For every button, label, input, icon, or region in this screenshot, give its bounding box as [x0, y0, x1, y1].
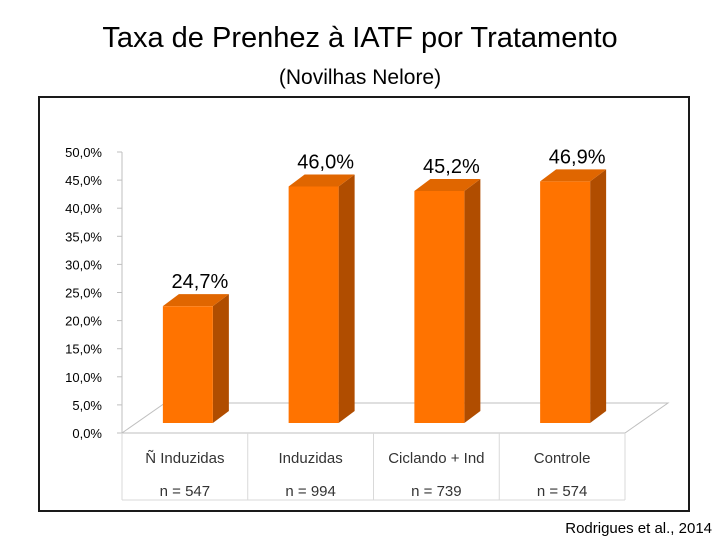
bar	[162, 306, 213, 423]
y-tick-label: 25,0%	[65, 286, 102, 301]
bar-top	[540, 169, 607, 182]
x-category-label: Controle	[534, 450, 591, 467]
chart-floor	[120, 402, 670, 434]
bar-side	[590, 169, 607, 423]
bar	[288, 186, 339, 423]
y-tick-label: 35,0%	[65, 229, 102, 244]
bar-side	[338, 174, 355, 423]
y-tick-label: 30,0%	[65, 257, 102, 272]
y-tick-label: 10,0%	[65, 370, 102, 385]
bar-top	[414, 178, 481, 191]
x-category-label: Ñ Induzidas	[145, 450, 224, 467]
x-sample-size-label: n = 739	[411, 483, 461, 500]
bar-top	[162, 294, 229, 307]
bar-side	[212, 294, 229, 423]
y-tick-label: 5,0%	[72, 398, 102, 413]
y-tick-label: 15,0%	[65, 342, 102, 357]
y-tick-label: 40,0%	[65, 201, 102, 216]
data-label: 46,9%	[549, 146, 606, 168]
x-category-label: Ciclando + Ind	[388, 450, 484, 467]
y-tick-label: 20,0%	[65, 314, 102, 329]
bar	[414, 190, 465, 423]
data-label: 46,0%	[297, 151, 354, 173]
source-citation: Rodrigues et al., 2014	[565, 520, 712, 537]
x-category-label: Induzidas	[279, 450, 343, 467]
y-tick-label: 45,0%	[65, 173, 102, 188]
data-label: 45,2%	[423, 156, 480, 178]
x-sample-size-label: n = 574	[537, 483, 587, 500]
chart-title: Taxa de Prenhez à IATF por Tratamento	[102, 22, 618, 54]
data-label: 24,7%	[172, 271, 229, 293]
bar	[540, 181, 591, 423]
y-tick-label: 50,0%	[65, 145, 102, 160]
x-sample-size-label: n = 547	[160, 483, 210, 500]
y-tick-label: 0,0%	[72, 426, 102, 441]
x-sample-size-label: n = 994	[285, 483, 335, 500]
bar-side	[464, 178, 481, 423]
chart-frame	[38, 96, 690, 512]
bar-top	[288, 174, 355, 187]
chart-subtitle: (Novilhas Nelore)	[278, 66, 442, 89]
